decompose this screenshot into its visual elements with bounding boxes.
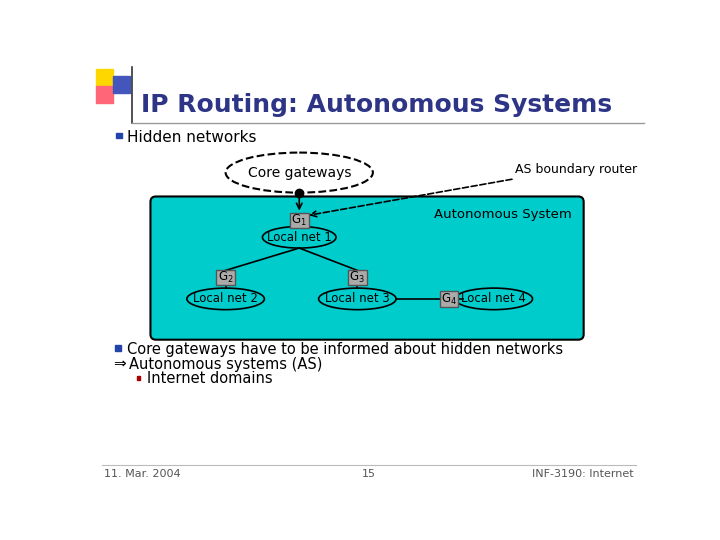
Text: Local net 4: Local net 4: [462, 292, 526, 306]
Ellipse shape: [187, 288, 264, 309]
FancyBboxPatch shape: [150, 197, 584, 340]
Text: INF-3190: Internet: INF-3190: Internet: [532, 469, 634, 480]
FancyBboxPatch shape: [439, 291, 458, 307]
Text: 11. Mar. 2004: 11. Mar. 2004: [104, 469, 181, 480]
Ellipse shape: [455, 288, 533, 309]
Text: Core gateways: Core gateways: [248, 166, 351, 180]
Bar: [96, 85, 113, 103]
Ellipse shape: [319, 288, 396, 309]
FancyBboxPatch shape: [290, 213, 309, 228]
Bar: [96, 69, 113, 85]
Text: Autonomous systems (AS): Autonomous systems (AS): [129, 357, 322, 372]
Text: Core gateways have to be informed about hidden networks: Core gateways have to be informed about …: [127, 342, 563, 357]
Text: Local net 3: Local net 3: [325, 292, 390, 306]
Text: Internet domains: Internet domains: [147, 372, 272, 387]
Text: 15: 15: [362, 469, 376, 480]
Ellipse shape: [262, 226, 336, 248]
Text: Hidden networks: Hidden networks: [127, 130, 257, 145]
Text: AS boundary router: AS boundary router: [515, 163, 636, 176]
Bar: [117, 132, 122, 138]
FancyBboxPatch shape: [348, 269, 366, 285]
Text: G$_4$: G$_4$: [441, 292, 456, 307]
Bar: [137, 376, 140, 380]
FancyBboxPatch shape: [216, 269, 235, 285]
Text: G$_2$: G$_2$: [217, 270, 233, 285]
Text: Local net 1: Local net 1: [267, 231, 332, 244]
Ellipse shape: [225, 153, 373, 193]
Text: G$_1$: G$_1$: [292, 213, 307, 228]
Text: Local net 2: Local net 2: [193, 292, 258, 306]
Bar: [114, 345, 121, 351]
Bar: [113, 76, 130, 92]
Text: Autonomous System: Autonomous System: [434, 208, 572, 221]
Text: ⇒: ⇒: [113, 357, 126, 372]
Text: IP Routing: Autonomous Systems: IP Routing: Autonomous Systems: [141, 93, 612, 117]
Text: G$_3$: G$_3$: [349, 270, 365, 285]
